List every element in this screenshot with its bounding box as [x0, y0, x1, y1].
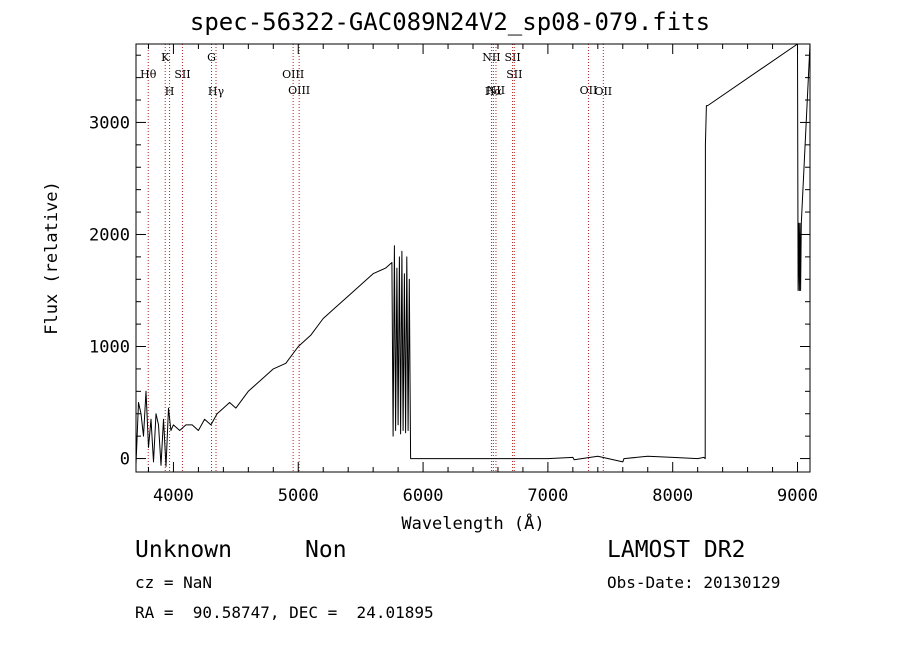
line-marker-label: Hγ — [208, 85, 225, 98]
object-class: Unknown — [135, 537, 232, 563]
x-axis-label: Wavelength (Å) — [401, 512, 544, 534]
line-marker-label: H — [165, 85, 175, 98]
line-marker-label: SII — [174, 68, 190, 81]
x-tick-label: 6000 — [403, 486, 444, 506]
x-tick-label: 5000 — [278, 486, 319, 506]
spectrum-line — [135, 43, 811, 467]
line-marker-label: SII — [506, 68, 522, 81]
y-axis-label: Flux (relative) — [42, 181, 62, 335]
y-tick-label: 2000 — [89, 225, 130, 245]
x-tick-label: 9000 — [777, 486, 818, 506]
line-marker-label: OIII — [282, 68, 304, 81]
line-marker-label: NII — [487, 84, 505, 97]
observation-date: Obs-Date: 20130129 — [607, 573, 781, 592]
survey-name: LAMOST DR2 — [607, 537, 746, 563]
line-marker-label: OIII — [288, 84, 310, 97]
x-tick-label: 4000 — [153, 486, 194, 506]
y-tick-label: 0 — [120, 450, 130, 470]
line-marker-label: Hθ — [140, 68, 157, 81]
line-marker-label: K — [161, 51, 170, 64]
plot-frame — [135, 43, 811, 473]
ra-dec-coordinates: RA = 90.58747, DEC = 24.01895 — [135, 603, 434, 622]
line-marker-label: G — [207, 51, 216, 64]
y-tick-label: 3000 — [89, 113, 130, 133]
line-marker-label: SII — [504, 51, 520, 64]
x-tick-label: 7000 — [527, 486, 568, 506]
line-marker-label: OII — [580, 84, 598, 97]
line-marker-label: OII — [594, 85, 612, 98]
x-tick-label: 8000 — [652, 486, 693, 506]
axis-tick-labels: 4000 5000 6000 7000 8000 9000 0 1000 2000 3000 — [89, 113, 818, 506]
redshift-cz: cz = NaN — [135, 573, 213, 592]
page-title: spec-56322-GAC089N24V2_sp08-079.fits — [189, 8, 711, 36]
object-subclass: Non — [305, 537, 347, 563]
axis-ticks — [136, 44, 810, 472]
line-marker-label: NII — [482, 51, 500, 64]
spectrum-series — [135, 43, 811, 467]
y-tick-label: 1000 — [89, 338, 130, 358]
line-marker-label: Hα — [485, 85, 503, 98]
